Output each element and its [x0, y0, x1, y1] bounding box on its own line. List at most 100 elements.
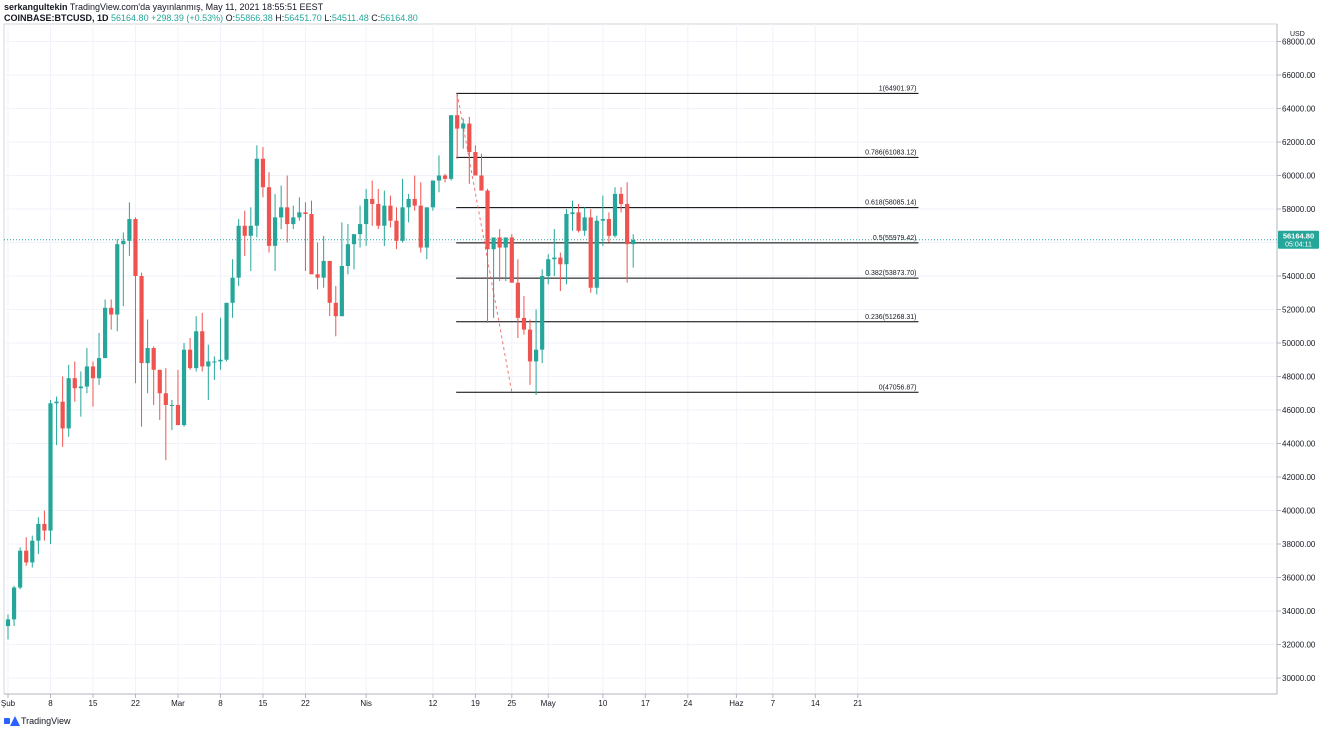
candle-body[interactable] — [230, 277, 235, 303]
candle-body[interactable] — [479, 175, 484, 191]
candle-body[interactable] — [218, 359, 223, 362]
candle-body[interactable] — [297, 212, 302, 218]
candle-body[interactable] — [606, 219, 612, 236]
candle-body[interactable] — [351, 234, 357, 245]
author-name[interactable]: serkangultekin — [4, 2, 68, 12]
candle-body[interactable] — [570, 212, 575, 215]
candle-body[interactable] — [564, 214, 569, 265]
symbol-name[interactable]: COINBASE:BTCUSD, 1D — [4, 13, 109, 23]
candle-body[interactable] — [461, 123, 466, 129]
candle-body[interactable] — [24, 550, 29, 563]
candle-body[interactable] — [357, 224, 363, 235]
candle-body[interactable] — [18, 550, 23, 588]
candle-body[interactable] — [279, 207, 284, 218]
candle-body[interactable] — [412, 198, 417, 206]
candle-body[interactable] — [42, 523, 47, 531]
candle-body[interactable] — [169, 404, 174, 406]
candle-body[interactable] — [455, 115, 460, 129]
candle-body[interactable] — [115, 244, 120, 315]
candle-body[interactable] — [382, 205, 387, 226]
candle-body[interactable] — [303, 212, 308, 215]
candle-body[interactable] — [576, 212, 581, 231]
candle-body[interactable] — [248, 225, 253, 236]
candle-body[interactable] — [449, 115, 454, 179]
candle-body[interactable] — [321, 260, 326, 278]
candle-body[interactable] — [406, 198, 411, 208]
candle-body[interactable] — [272, 217, 278, 246]
candle-body[interactable] — [66, 378, 71, 429]
candle-body[interactable] — [540, 276, 545, 350]
candle-body[interactable] — [54, 401, 59, 404]
candle-body[interactable] — [242, 225, 247, 236]
candle-body[interactable] — [181, 349, 187, 426]
candle-body[interactable] — [588, 217, 593, 288]
candle-body[interactable] — [558, 257, 563, 265]
candle-body[interactable] — [133, 219, 138, 276]
candle-body[interactable] — [48, 403, 53, 531]
candle-body[interactable] — [90, 366, 96, 379]
tradingview-footer[interactable]: TradingView — [4, 716, 71, 726]
candle-body[interactable] — [260, 158, 266, 188]
candle-body[interactable] — [266, 187, 272, 246]
fib-trend-line[interactable] — [456, 93, 513, 393]
candle-body[interactable] — [418, 205, 423, 248]
candle-body[interactable] — [103, 307, 108, 359]
candle-body[interactable] — [188, 349, 193, 369]
candle-body[interactable] — [127, 219, 132, 241]
candle-body[interactable] — [497, 237, 502, 248]
candle-body[interactable] — [84, 366, 90, 387]
candle-body[interactable] — [467, 123, 472, 153]
candle-body[interactable] — [400, 207, 405, 241]
candle-body[interactable] — [30, 540, 35, 563]
candle-body[interactable] — [285, 207, 290, 225]
candle-body[interactable] — [473, 152, 478, 176]
candle-body[interactable] — [96, 358, 102, 379]
candle-body[interactable] — [36, 523, 41, 541]
candle-body[interactable] — [533, 349, 539, 362]
candle-body[interactable] — [11, 587, 17, 620]
candle-body[interactable] — [200, 331, 205, 367]
candle-body[interactable] — [5, 619, 11, 627]
candle-body[interactable] — [224, 302, 229, 360]
candle-body[interactable] — [485, 190, 490, 250]
candle-body[interactable] — [430, 180, 435, 208]
candle-body[interactable] — [309, 214, 314, 275]
candle-body[interactable] — [60, 401, 65, 429]
candle-body[interactable] — [552, 257, 557, 260]
candle-body[interactable] — [333, 302, 338, 317]
candle-body[interactable] — [612, 193, 618, 236]
candle-body[interactable] — [163, 393, 168, 405]
candle-body[interactable] — [394, 220, 399, 241]
candle-body[interactable] — [145, 348, 150, 364]
candle-body[interactable] — [291, 217, 296, 225]
candle-body[interactable] — [594, 220, 599, 288]
candle-body[interactable] — [78, 386, 83, 389]
candle-body[interactable] — [339, 265, 344, 317]
candle-body[interactable] — [376, 203, 381, 226]
candle-body[interactable] — [625, 203, 630, 245]
candle-body[interactable] — [194, 331, 199, 369]
candle-body[interactable] — [206, 361, 211, 367]
candle-body[interactable] — [521, 317, 527, 330]
candle-body[interactable] — [175, 404, 181, 426]
candle-body[interactable] — [327, 260, 332, 303]
candle-body[interactable] — [388, 205, 393, 221]
candle-body[interactable] — [503, 237, 508, 248]
candle-body[interactable] — [546, 259, 551, 276]
candle-body[interactable] — [157, 369, 162, 394]
candle-body[interactable] — [509, 237, 514, 283]
candle-body[interactable] — [121, 240, 126, 245]
candle-body[interactable] — [139, 276, 144, 364]
candle-body[interactable] — [631, 239, 636, 245]
candle-body[interactable] — [618, 193, 624, 204]
candle-body[interactable] — [109, 307, 114, 315]
candle-body[interactable] — [236, 225, 241, 278]
candle-body[interactable] — [72, 378, 77, 389]
candle-body[interactable] — [436, 175, 442, 181]
candle-body[interactable] — [212, 361, 217, 363]
candle-body[interactable] — [491, 237, 496, 250]
candle-body[interactable] — [364, 198, 369, 225]
candle-body[interactable] — [600, 219, 605, 221]
candle-body[interactable] — [515, 282, 520, 318]
